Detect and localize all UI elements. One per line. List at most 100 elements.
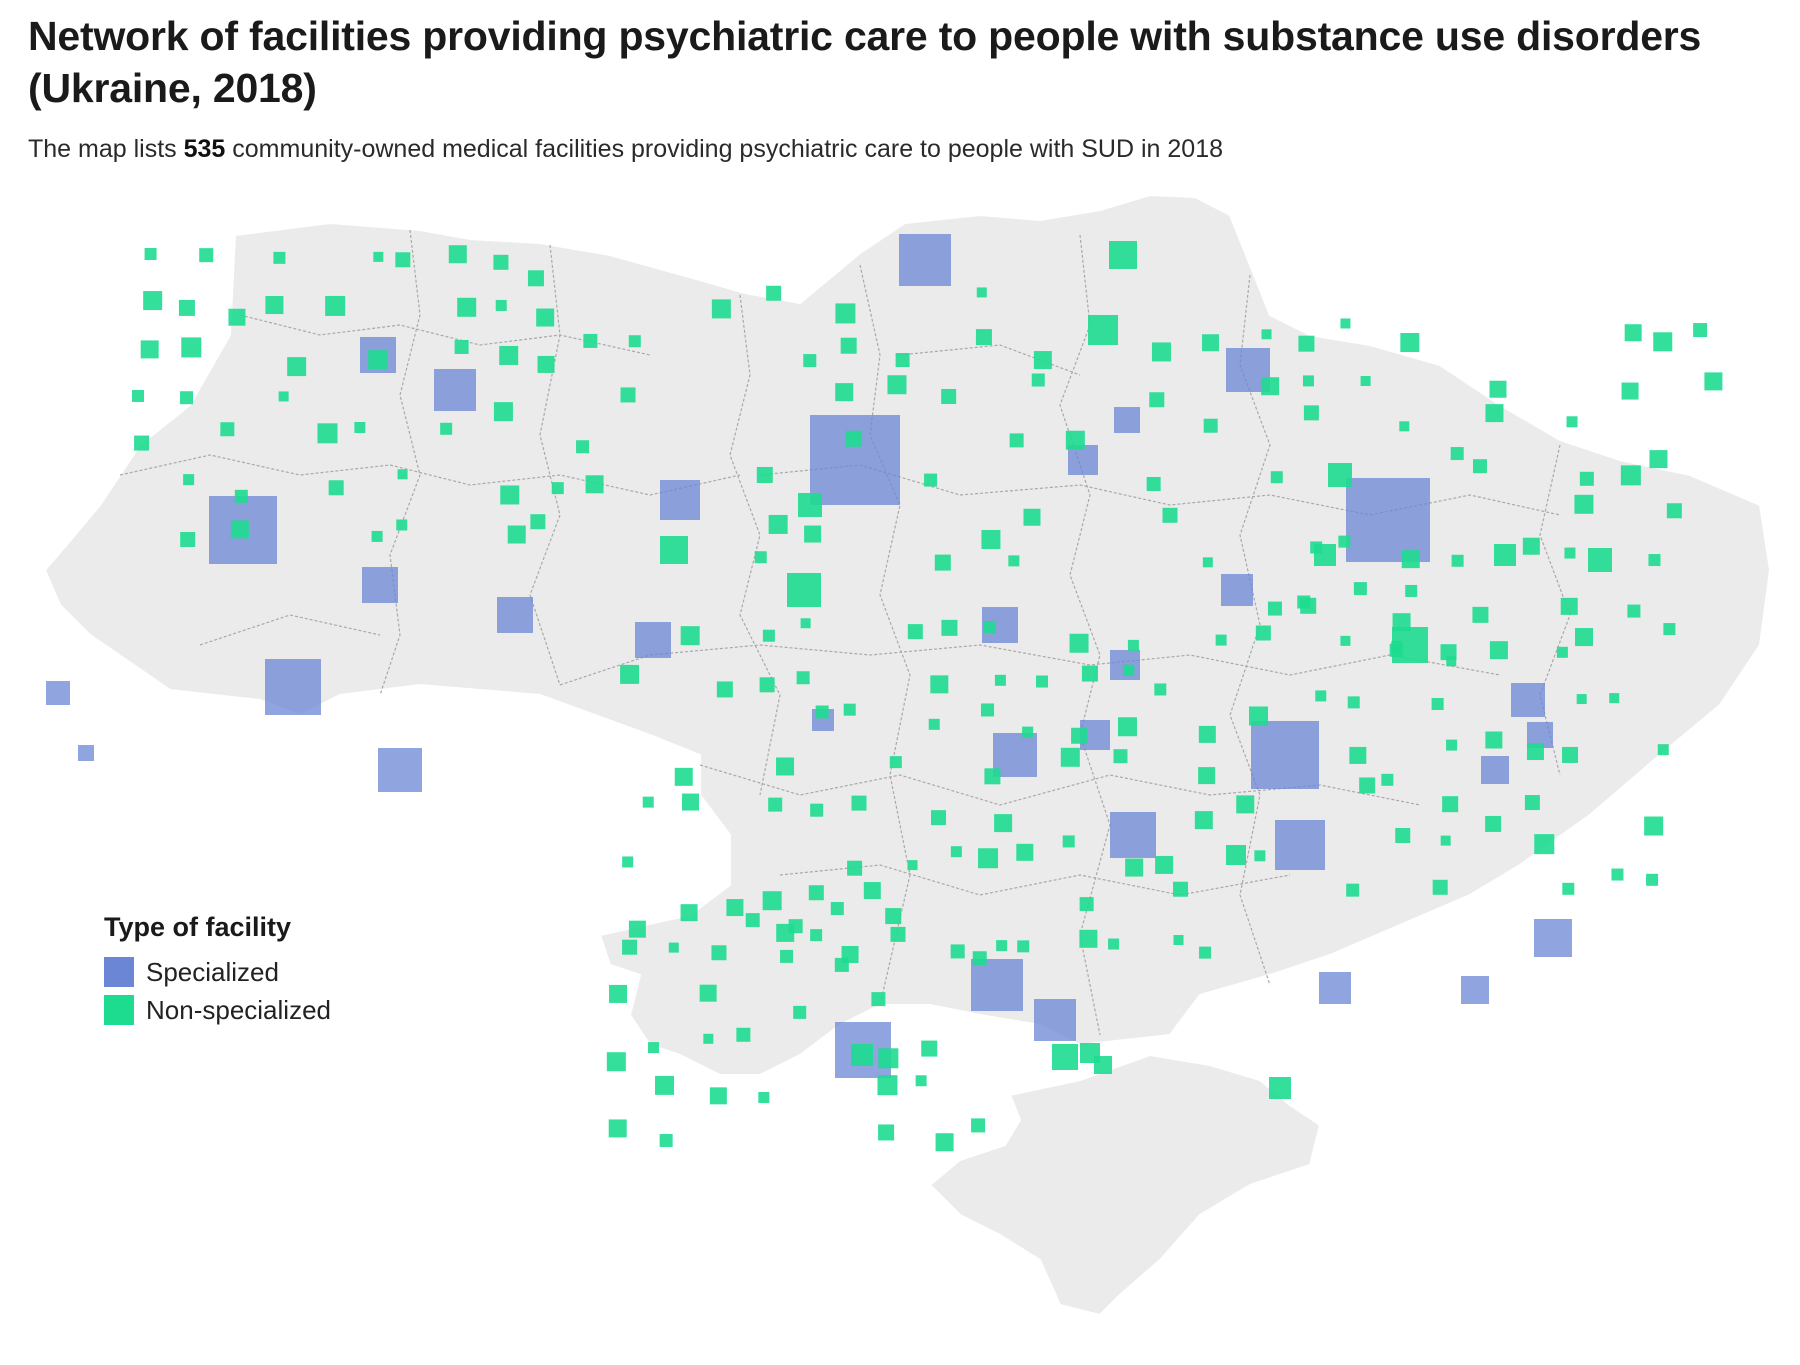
facility-count: 535 <box>183 135 226 163</box>
non-specialized-facility-marker <box>1226 845 1246 865</box>
non-specialized-facility-marker <box>796 671 810 685</box>
non-specialized-facility-marker <box>1079 929 1098 948</box>
non-specialized-facility-marker <box>1395 827 1411 843</box>
non-specialized-facility-marker <box>1644 816 1664 836</box>
non-specialized-facility-marker <box>1472 606 1489 623</box>
non-specialized-facility-marker <box>981 529 1001 549</box>
non-specialized-facility-marker <box>1359 777 1376 794</box>
non-specialized-facility-marker <box>709 1087 727 1105</box>
specialized-facility-marker <box>1275 820 1325 870</box>
non-specialized-facility-marker <box>1125 858 1144 877</box>
non-specialized-facility-marker <box>278 391 289 402</box>
non-specialized-facility-marker <box>371 530 383 542</box>
non-specialized-facility-marker <box>941 619 958 636</box>
non-specialized-facility-marker <box>178 299 195 316</box>
specialized-facility-marker <box>46 681 70 705</box>
non-specialized-facility-marker <box>1472 459 1487 474</box>
non-specialized-facility-marker <box>527 270 544 287</box>
non-specialized-facility-marker <box>766 285 782 301</box>
non-specialized-facility-marker <box>1298 335 1315 352</box>
non-specialized-facility-marker <box>885 908 902 925</box>
non-specialized-facility-marker <box>325 295 346 316</box>
non-specialized-facility-marker <box>1562 746 1579 763</box>
non-specialized-facility-marker <box>915 1075 927 1087</box>
non-specialized-facility-marker <box>583 333 598 348</box>
legend: Type of facility Specialized Non-special… <box>104 912 331 1029</box>
non-specialized-facility-marker <box>628 920 646 938</box>
non-specialized-facility-marker <box>1255 625 1271 641</box>
non-specialized-facility-marker <box>1269 1077 1291 1099</box>
specialized-swatch <box>104 957 134 987</box>
non-specialized-facility-marker <box>1609 693 1620 704</box>
non-specialized-facility-marker <box>1008 555 1020 567</box>
non-specialized-facility-marker <box>950 846 962 858</box>
non-specialized-facility-marker <box>1162 507 1178 523</box>
non-specialized-facility-marker <box>768 514 788 534</box>
specialized-facility-marker <box>1110 812 1156 858</box>
non-specialized-facility-marker <box>780 949 794 963</box>
non-specialized-facility-marker <box>835 303 856 324</box>
non-specialized-facility-marker <box>1033 351 1052 370</box>
non-specialized-facility-marker <box>759 677 775 693</box>
non-specialized-facility-marker <box>1198 725 1216 743</box>
non-specialized-facility-marker <box>265 296 284 315</box>
non-specialized-facility-marker <box>1088 315 1118 345</box>
map-subtitle: The map lists 535 community-owned medica… <box>28 132 1223 166</box>
specialized-facility-marker <box>971 959 1023 1011</box>
non-specialized-facility-marker <box>1648 554 1661 567</box>
non-specialized-facility-marker <box>180 531 196 547</box>
non-specialized-facility-marker <box>1113 749 1128 764</box>
legend-label-non-specialized: Non-specialized <box>146 994 331 1025</box>
non-specialized-facility-marker <box>1108 938 1120 950</box>
non-specialized-facility-marker <box>798 493 822 517</box>
non-specialized-facility-marker <box>1155 855 1174 874</box>
non-specialized-facility-marker <box>1400 333 1420 353</box>
non-specialized-facility-marker <box>928 718 940 730</box>
non-specialized-facility-marker <box>230 520 249 539</box>
non-specialized-facility-marker <box>1036 675 1049 688</box>
non-specialized-facility-marker <box>1146 476 1161 491</box>
non-specialized-facility-marker <box>454 339 469 354</box>
non-specialized-facility-marker <box>758 1091 770 1103</box>
non-specialized-facility-marker <box>1485 815 1502 832</box>
non-specialized-facility-marker <box>1442 796 1459 813</box>
non-specialized-facility-marker <box>871 992 886 1007</box>
non-specialized-facility-marker <box>1653 332 1673 352</box>
non-specialized-facility-marker <box>1009 433 1024 448</box>
non-specialized-facility-marker <box>585 475 604 494</box>
non-specialized-facility-marker <box>674 767 693 786</box>
non-specialized-facility-marker <box>606 1052 626 1072</box>
non-specialized-facility-marker <box>756 466 773 483</box>
non-specialized-facility-marker <box>736 1027 751 1042</box>
specialized-facility-marker <box>1511 683 1545 717</box>
non-specialized-facility-marker <box>726 899 744 917</box>
non-specialized-facility-marker <box>440 422 453 435</box>
non-specialized-facility-marker <box>978 848 999 869</box>
specialized-facility-marker <box>660 480 700 520</box>
non-specialized-facility-marker <box>1446 739 1458 751</box>
non-specialized-facility-marker <box>787 573 821 607</box>
non-specialized-facility-marker <box>745 913 760 928</box>
non-specialized-facility-marker <box>1079 897 1094 912</box>
non-specialized-facility-marker <box>1432 879 1448 895</box>
non-specialized-facility-marker <box>273 251 286 264</box>
non-specialized-facility-marker <box>941 388 957 404</box>
non-specialized-facility-marker <box>878 1048 899 1069</box>
non-specialized-facility-marker <box>1353 582 1367 596</box>
facility-markers <box>46 234 1723 1152</box>
non-specialized-facility-marker <box>680 904 698 922</box>
non-specialized-facility-marker <box>1198 767 1216 785</box>
non-specialized-facility-marker <box>815 705 829 719</box>
non-specialized-facility-marker <box>1149 392 1165 408</box>
non-specialized-facility-marker <box>1556 646 1568 658</box>
non-specialized-facility-marker <box>762 629 775 642</box>
subtitle-prefix: The map lists <box>28 135 184 163</box>
non-specialized-facility-marker <box>804 525 822 543</box>
non-specialized-facility-marker <box>1451 554 1464 567</box>
specialized-facility-marker <box>635 622 671 658</box>
specialized-facility-marker <box>1114 407 1140 433</box>
non-specialized-facility-marker <box>1649 450 1668 469</box>
non-specialized-facility-marker <box>793 1005 807 1019</box>
non-specialized-facility-marker <box>1524 795 1540 811</box>
non-specialized-facility-marker <box>803 354 817 368</box>
